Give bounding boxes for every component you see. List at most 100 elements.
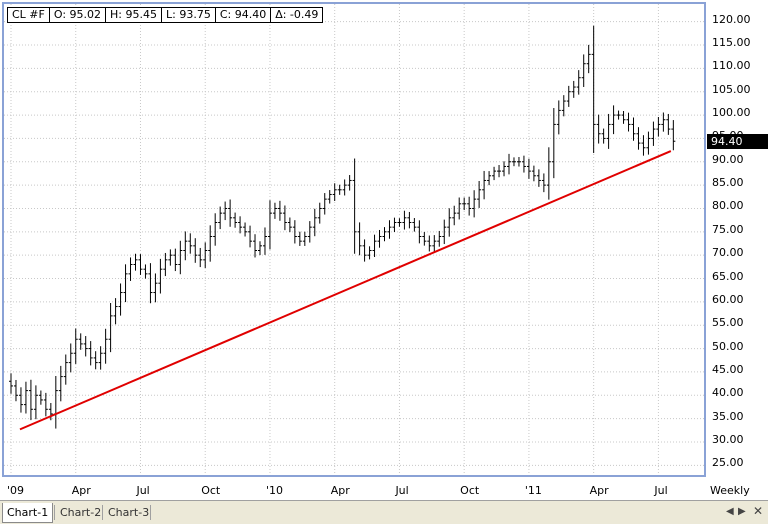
price-bar: [292, 220, 297, 244]
price-bar: [63, 354, 68, 385]
price-bar: [312, 208, 317, 237]
price-bar: [357, 222, 362, 256]
time-tick-label: Jul: [395, 484, 409, 497]
price-bar: [666, 113, 671, 135]
price-bar: [437, 230, 442, 247]
price-bar: [138, 254, 143, 275]
price-bar: [53, 376, 58, 429]
price-tick-label: 50.00: [712, 339, 744, 353]
price-bar: [526, 158, 531, 179]
price-tick-label: 80.00: [712, 199, 744, 213]
price-bar: [621, 110, 626, 124]
price-tick-label: 85.00: [712, 176, 744, 190]
tab-divider: [54, 505, 55, 520]
triangle-right-icon[interactable]: ▶: [738, 506, 746, 517]
price-bar: [33, 385, 38, 420]
tab-chart-1[interactable]: Chart-1: [2, 503, 54, 523]
close-value: C: 94.40: [214, 8, 270, 22]
price-bar: [302, 231, 307, 246]
price-bar: [213, 213, 218, 246]
price-bar: [317, 202, 322, 224]
price-tick-label: 30.00: [712, 432, 744, 446]
price-bar: [611, 105, 616, 135]
tab-divider: [102, 505, 103, 520]
price-bar: [208, 225, 213, 262]
price-bar: [601, 128, 606, 144]
price-tick-label: 70.00: [712, 246, 744, 260]
triangle-left-icon[interactable]: ◀: [726, 506, 734, 517]
price-bar: [387, 220, 392, 239]
price-bar: [571, 80, 576, 98]
price-bar: [661, 112, 666, 132]
price-bar: [243, 222, 248, 237]
price-bar: [113, 298, 118, 325]
price-bar: [342, 179, 347, 196]
price-bar: [188, 233, 193, 254]
price-bar: [551, 108, 556, 179]
price-tick-label: 40.00: [712, 386, 744, 400]
price-bar: [641, 135, 646, 156]
time-tick-label: Apr: [589, 484, 609, 497]
tab-chart-3[interactable]: Chart-3: [108, 506, 150, 519]
price-bar: [457, 197, 462, 220]
price-bar: [322, 193, 327, 215]
price-bar: [497, 165, 502, 178]
price-bar: [128, 257, 133, 281]
price-bar: [98, 346, 103, 370]
open-value: O: 95.02: [48, 8, 105, 22]
time-tick-label: Oct: [201, 484, 221, 497]
price-bar: [422, 232, 427, 246]
price-bar: [198, 247, 203, 268]
price-bar: [367, 246, 372, 260]
price-bar: [616, 110, 621, 120]
price-bar: [576, 70, 581, 95]
period-label[interactable]: Weekly: [710, 484, 750, 497]
price-bar: [472, 190, 477, 218]
price-tick-label: 100.00: [712, 106, 751, 120]
price-tick-label: 75.00: [712, 222, 744, 236]
time-tick-label: '10: [265, 484, 283, 497]
price-bar: [272, 202, 277, 219]
price-bar: [656, 117, 661, 137]
close-icon[interactable]: ✕: [753, 504, 764, 518]
price-bar: [23, 381, 28, 414]
price-bar: [68, 343, 73, 373]
price-bar: [462, 197, 467, 211]
price-bar: [18, 387, 23, 413]
price-bar: [492, 166, 497, 181]
price-bar: [467, 196, 472, 216]
price-bar: [452, 205, 457, 226]
price-bar: [28, 379, 33, 421]
time-tick-label: Apr: [330, 484, 350, 497]
price-bar: [412, 218, 417, 232]
price-bar: [287, 217, 292, 233]
price-bar: [93, 351, 98, 370]
price-bar: [487, 171, 492, 186]
price-bar: [103, 328, 108, 364]
price-tick-label: 120.00: [712, 12, 751, 26]
price-bar: [556, 100, 561, 135]
tab-divider: [150, 505, 151, 520]
price-bar: [541, 173, 546, 193]
chart-plot-area[interactable]: CL #F O: 95.02 H: 95.45 L: 93.75 C: 94.4…: [2, 2, 706, 477]
price-bar: [586, 44, 591, 74]
price-bar: [178, 240, 183, 275]
trendline: [19, 150, 672, 431]
price-bar: [168, 249, 173, 266]
price-bar: [596, 114, 601, 144]
price-bar: [631, 117, 636, 141]
price-bar: [13, 379, 18, 402]
price-bar: [502, 161, 507, 177]
price-bar: [347, 175, 352, 191]
price-bar: [238, 216, 243, 234]
price-bar: [581, 54, 586, 87]
price-bar: [477, 181, 482, 208]
price-bar: [447, 208, 452, 237]
price-bar: [248, 225, 253, 248]
tab-chart-2[interactable]: Chart-2: [60, 506, 102, 519]
price-bar: [218, 206, 223, 230]
price-bar: [626, 112, 631, 132]
price-bar: [277, 200, 282, 221]
price-bar: [332, 183, 337, 201]
time-tick-label: Jul: [654, 484, 668, 497]
